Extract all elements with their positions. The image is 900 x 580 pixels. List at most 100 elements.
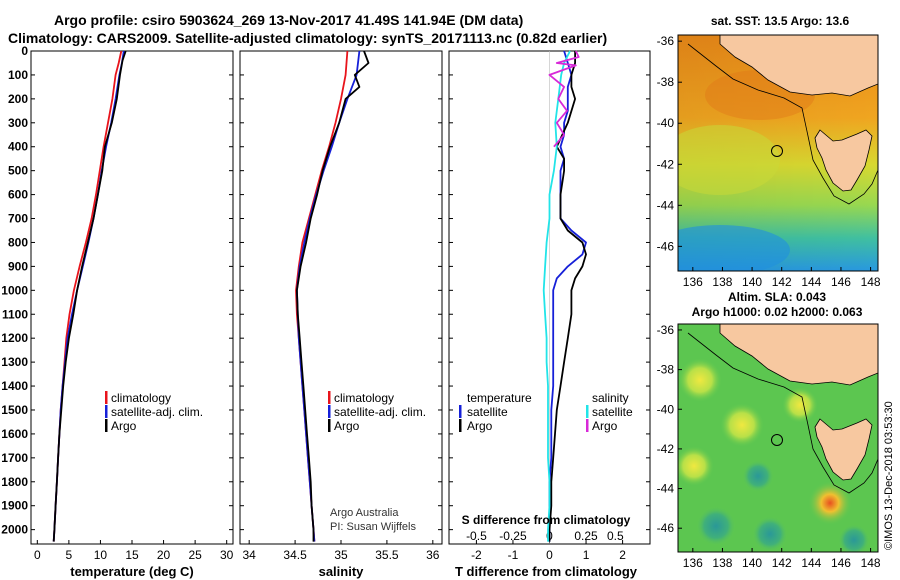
legend-climatology-label: climatology — [111, 391, 171, 405]
tasmania — [814, 129, 873, 192]
sst-warm-patch — [678, 125, 780, 195]
temperature-profile-plot: 0100200300400500600700800900100011001200… — [1, 44, 233, 562]
legend-climatology-swatch — [105, 391, 108, 404]
sla-map-title: Altim. SLA: 0.043 — [728, 290, 826, 304]
map-x-tick-label: 144 — [801, 275, 821, 289]
sla-map: Altim. SLA: 0.043 Argo h1000: 0.02 h2000… — [677, 290, 879, 553]
map-x-tick-label: 140 — [742, 556, 762, 570]
sla-map-subtitle: Argo h1000: 0.02 h2000: 0.063 — [692, 305, 863, 319]
x-tick-label: 36 — [426, 548, 440, 562]
legend-temp-satellite-swatch — [459, 405, 462, 418]
legend-satellite-label: satellite-adj. clim. — [111, 405, 203, 419]
y-tick-label: 1700 — [1, 451, 28, 465]
sla-anomaly — [808, 481, 852, 525]
s-difference-axis-label: S difference from climatology — [462, 513, 631, 527]
x-tick-label: 34 — [243, 548, 257, 562]
legend-climatology-label: climatology — [334, 391, 394, 405]
sla-anomaly — [678, 446, 714, 486]
t-difference-x-axis-label: T difference from climatology — [455, 564, 638, 579]
legend-sal-satellite-label: satellite — [592, 405, 633, 419]
imos-timestamp: ©IMOS 13-Dec-2018 03:53:30 — [883, 401, 895, 550]
y-tick-label: 300 — [8, 116, 28, 130]
figure-title-line1: Argo profile: csiro 5903624_269 13-Nov-2… — [54, 12, 523, 28]
salinity-profile-plot: 34 34.5 35 35.5 36 — [240, 50, 442, 562]
series-line-temperature-argo — [548, 51, 587, 542]
y-tick-label: 100 — [8, 68, 28, 82]
sla-anomaly — [696, 506, 736, 546]
x-tick-label: 5 — [66, 548, 73, 562]
x-tick-label: -1 — [508, 548, 519, 562]
x-tick-label: 15 — [125, 548, 139, 562]
legend-satellite-swatch — [105, 405, 108, 418]
sla-anomaly — [782, 387, 818, 423]
series-line-climatology — [295, 50, 349, 542]
x-tick-label: 2 — [619, 548, 626, 562]
legend-argo-swatch — [105, 419, 108, 432]
y-tick-label: 400 — [8, 140, 28, 154]
map-x-tick-label: 138 — [712, 275, 732, 289]
map-x-tick-label: 136 — [683, 556, 703, 570]
x-tick-label: 35.5 — [375, 548, 399, 562]
legend-sal-argo-label: Argo — [592, 419, 618, 433]
legend-salinity-title: salinity — [592, 391, 629, 405]
map-y-tick-label: -44 — [657, 198, 675, 212]
legend-argo-label: Argo — [334, 419, 360, 433]
map-x-tick-label: 140 — [742, 275, 762, 289]
map-x-tick-label: 144 — [801, 556, 821, 570]
y-tick-label: 200 — [8, 92, 28, 106]
legend-temp-argo-swatch — [459, 419, 462, 432]
sla-anomaly — [720, 403, 764, 447]
s-diff-tick-label: -0.5 — [466, 529, 487, 543]
y-tick-label: 800 — [8, 235, 28, 249]
y-tick-label: 700 — [8, 212, 28, 226]
series-line-satellite-adj-clim- — [52, 50, 125, 542]
x-tick-label: 34.5 — [283, 548, 307, 562]
legend-satellite-label: satellite-adj. clim. — [334, 405, 426, 419]
x-tick-label: 1 — [583, 548, 590, 562]
x-tick-label: 30 — [220, 548, 234, 562]
series-line-salinity-argo — [548, 50, 580, 148]
y-tick-label: 1100 — [2, 307, 28, 321]
map-x-tick-label: 148 — [861, 556, 881, 570]
map-y-tick-label: -42 — [657, 442, 675, 456]
map-x-tick-label: 148 — [861, 275, 881, 289]
map-y-tick-label: -38 — [657, 75, 675, 89]
map-x-tick-label: 138 — [712, 556, 732, 570]
temperature-x-axis-label: temperature (deg C) — [70, 564, 194, 579]
x-tick-label: 35 — [334, 548, 348, 562]
map-x-tick-label: 146 — [831, 556, 851, 570]
y-tick-label: 0 — [21, 44, 28, 58]
x-tick-label: 20 — [157, 548, 171, 562]
legend-climatology-swatch — [328, 391, 331, 404]
y-tick-label: 500 — [8, 164, 28, 178]
y-tick-label: 2000 — [1, 523, 28, 537]
salinity-panel-frame — [239, 50, 443, 545]
sst-map-frame — [677, 34, 879, 272]
temperature-panel-frame — [30, 50, 234, 545]
legend-satellite-swatch — [328, 405, 331, 418]
y-tick-label: 1300 — [1, 355, 28, 369]
x-tick-label: -2 — [471, 548, 482, 562]
x-tick-label: 0 — [546, 548, 553, 562]
x-tick-label: 0 — [34, 548, 41, 562]
legend-sal-argo-swatch — [586, 419, 589, 432]
y-tick-label: 1600 — [1, 427, 28, 441]
sla-anomaly — [742, 460, 774, 492]
sst-map-title: sat. SST: 13.5 Argo: 13.6 — [711, 14, 850, 28]
series-line-satellite-adj-clim- — [296, 50, 361, 542]
map-y-tick-label: -38 — [657, 363, 675, 377]
map-y-tick-label: -42 — [657, 157, 675, 171]
y-tick-label: 1400 — [1, 379, 28, 393]
s-diff-tick-label: -0.25 — [499, 529, 527, 543]
legend-temp-argo-label: Argo — [467, 419, 493, 433]
s-diff-tick-label: 0.5 — [607, 529, 624, 543]
sla-anomaly — [678, 358, 722, 402]
sla-anomaly — [838, 524, 870, 552]
x-tick-label: 25 — [188, 548, 202, 562]
sst-cool-patch — [678, 225, 790, 271]
map-y-tick-label: -46 — [657, 521, 675, 535]
series-line-argo — [296, 50, 370, 542]
map-axes: 136 138 140 142 144 146 148 -36 -38 -40 -42 -44 -46 1… — [657, 34, 881, 570]
map-x-tick-label: 146 — [831, 275, 851, 289]
